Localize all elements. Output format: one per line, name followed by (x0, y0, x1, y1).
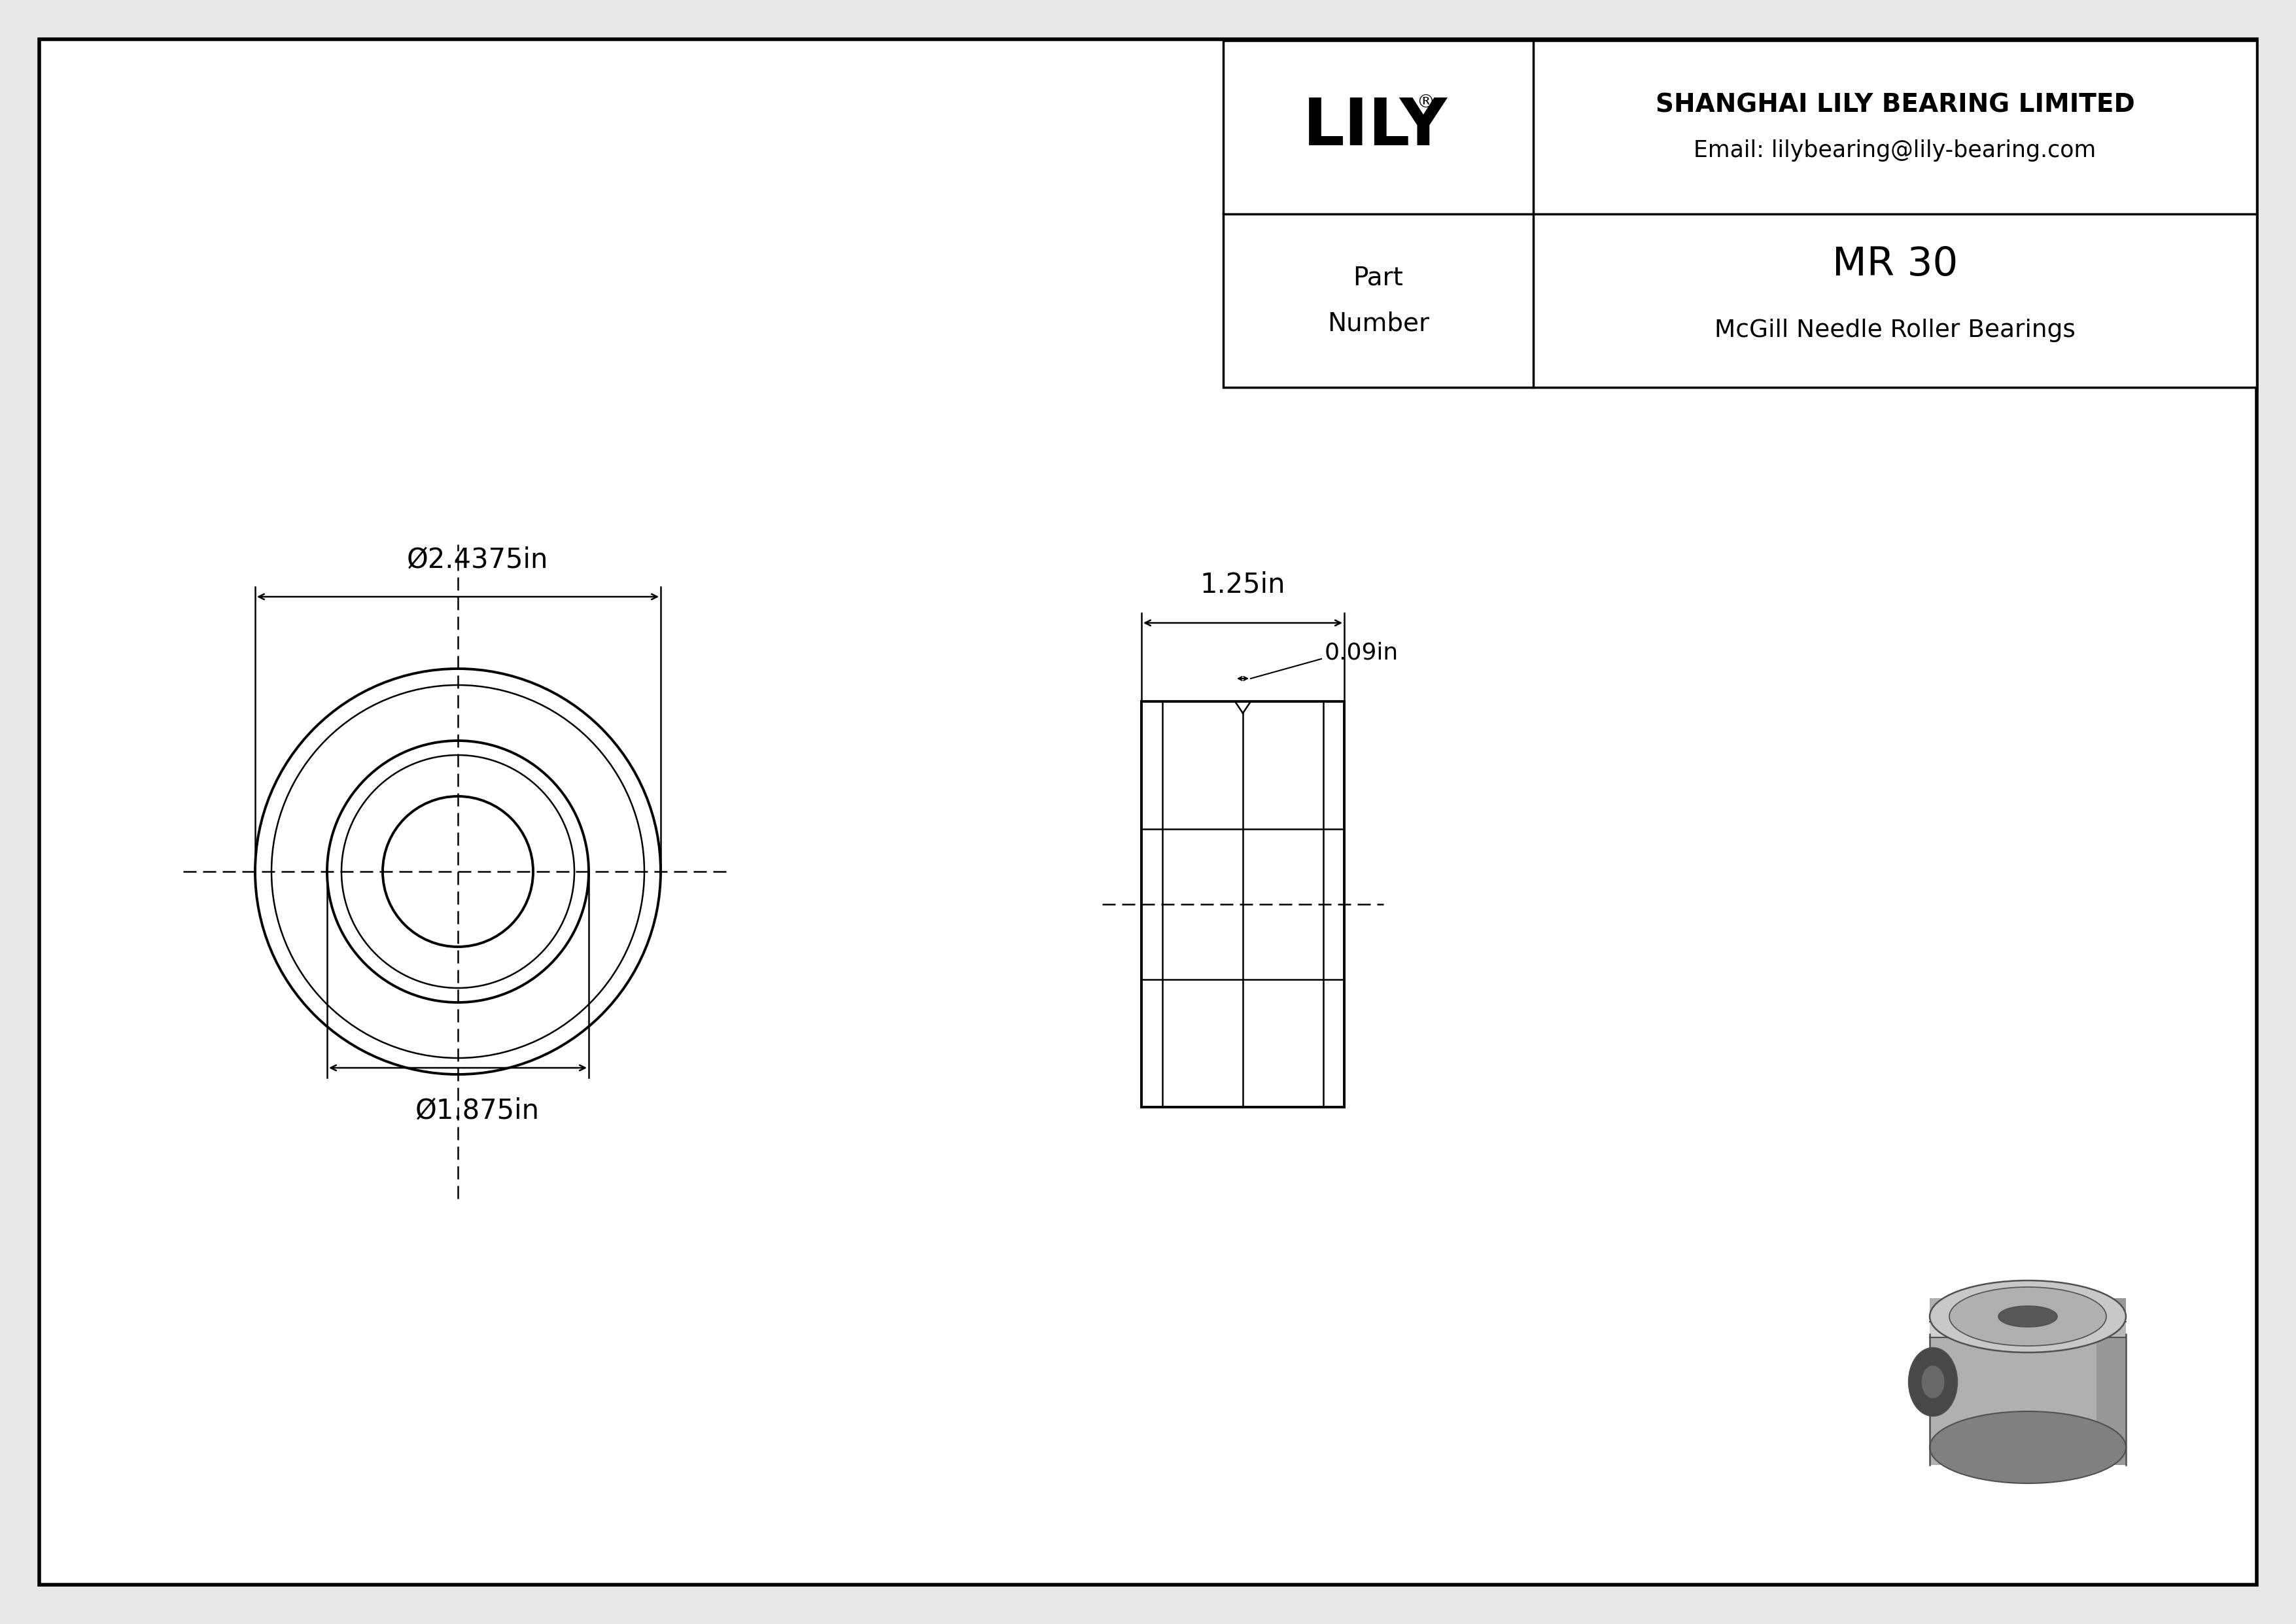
Text: Number: Number (1327, 312, 1430, 336)
Text: Ø1.875in: Ø1.875in (416, 1098, 540, 1125)
Text: 1.25in: 1.25in (1201, 570, 1286, 598)
Text: Ø2.4375in: Ø2.4375in (406, 546, 549, 573)
Ellipse shape (1922, 1366, 1945, 1398)
Bar (2096, 1298, 2126, 1465)
Ellipse shape (1929, 1411, 2126, 1483)
Ellipse shape (1949, 1288, 2105, 1346)
Ellipse shape (1929, 1280, 2126, 1353)
Bar (1929, 1320, 2126, 1338)
Text: SHANGHAI LILY BEARING LIMITED: SHANGHAI LILY BEARING LIMITED (1655, 93, 2135, 117)
Bar (1224, 41, 2257, 388)
Text: McGill Needle Roller Bearings: McGill Needle Roller Bearings (1715, 318, 2076, 343)
Bar (1929, 1298, 2126, 1465)
Text: ®: ® (1417, 94, 1435, 112)
Text: Part: Part (1352, 266, 1403, 291)
Bar (2096, 1320, 2126, 1338)
Text: Email: lilybearing@lily-bearing.com: Email: lilybearing@lily-bearing.com (1694, 140, 2096, 162)
Text: 0.09in: 0.09in (1325, 641, 1398, 664)
Text: MR 30: MR 30 (1832, 245, 1958, 284)
Ellipse shape (1998, 1306, 2057, 1327)
Ellipse shape (1908, 1348, 1958, 1416)
Text: LILY: LILY (1302, 96, 1446, 159)
